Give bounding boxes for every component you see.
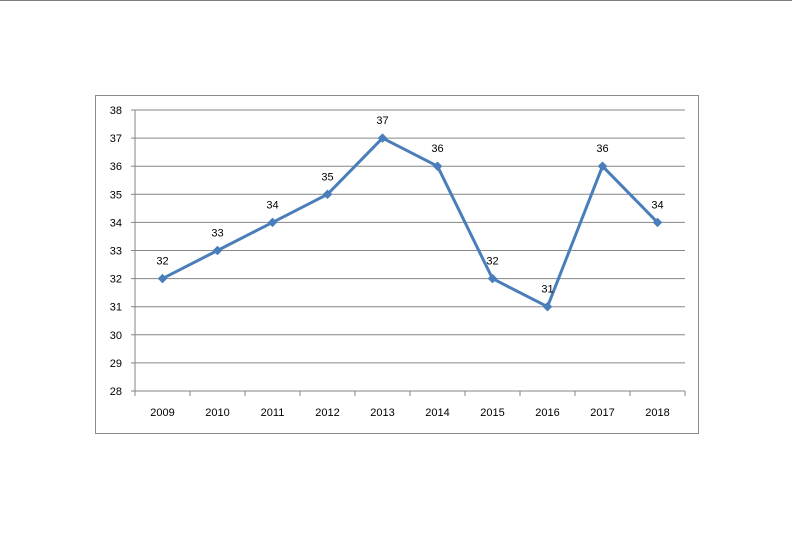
- top-border-line: [0, 0, 792, 1]
- series-layer: [161, 136, 659, 309]
- x-tick-label: 2017: [590, 407, 614, 419]
- data-point-marker: [377, 133, 388, 143]
- data-point-marker: [267, 217, 278, 228]
- x-tick-label: 2013: [370, 407, 394, 419]
- x-tick-label: 2009: [150, 407, 174, 419]
- x-axis-tick-labels: 2009 2010 2011 2012 2013 2014 2015 2016 2017 2018: [150, 407, 669, 419]
- data-point-marker: [542, 301, 553, 312]
- x-tick-label: 2016: [535, 407, 559, 419]
- data-point-marker: [487, 273, 498, 284]
- x-tick-label: 2014: [425, 407, 449, 419]
- y-tick-label: 35: [110, 189, 122, 201]
- x-tick-label: 2010: [205, 407, 229, 419]
- y-tick-label: 32: [110, 274, 122, 286]
- series-line: [161, 136, 659, 309]
- data-label: 36: [596, 143, 608, 155]
- x-tick-label: 2015: [480, 407, 504, 419]
- data-label: 33: [211, 228, 223, 240]
- y-axis-tick-labels: 28 29 30 31 32 33 34 35 36 37 38: [110, 105, 122, 398]
- data-label: 31: [541, 284, 553, 296]
- y-tick-label: 38: [110, 105, 122, 117]
- x-tick-label: 2018: [645, 407, 669, 419]
- data-label: 34: [651, 199, 663, 211]
- x-tick-label: 2011: [261, 407, 285, 419]
- x-axis: [134, 110, 686, 396]
- y-tick-label: 36: [110, 161, 122, 173]
- data-label: 37: [376, 115, 388, 127]
- y-tick-label: 31: [110, 302, 122, 314]
- y-tick-label: 37: [110, 133, 122, 145]
- data-label-layer: 32 33 34 35 37 36 32 31 36 34: [156, 115, 663, 296]
- x-tick-label: 2012: [315, 407, 339, 419]
- data-point-marker: [212, 245, 223, 256]
- data-point-marker: [157, 273, 168, 284]
- data-point-marker: [432, 161, 443, 172]
- data-label: 32: [156, 256, 168, 268]
- data-point-marker: [322, 189, 333, 200]
- y-tick-label: 30: [110, 330, 122, 342]
- y-tick-label: 33: [110, 246, 122, 258]
- data-label: 35: [321, 171, 333, 183]
- y-tick-label: 29: [110, 358, 122, 370]
- data-label: 32: [486, 256, 498, 268]
- y-tick-label: 28: [110, 386, 122, 398]
- data-label: 36: [431, 143, 443, 155]
- chart-frame: [95, 95, 699, 434]
- data-label: 34: [266, 199, 278, 211]
- data-point-marker: [597, 161, 608, 172]
- data-point-marker: [652, 217, 663, 228]
- y-tick-label: 34: [110, 217, 122, 229]
- marker-layer: [157, 133, 663, 312]
